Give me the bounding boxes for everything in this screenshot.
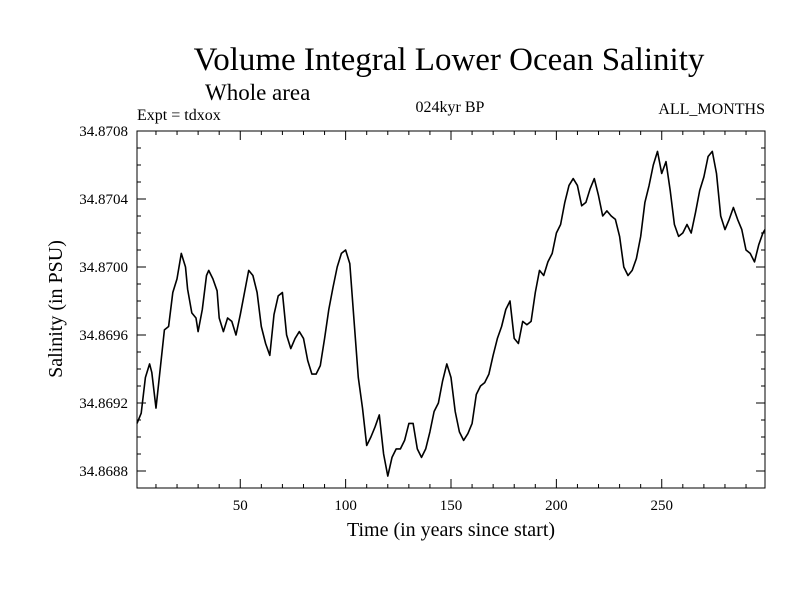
y-tick-label: 34.8688 — [79, 464, 128, 480]
y-tick-label: 34.8704 — [79, 192, 128, 208]
y-tick-label: 34.8700 — [79, 260, 128, 276]
x-tick-label: 150 — [440, 498, 463, 514]
chart-title: Volume Integral Lower Ocean Salinity — [194, 42, 705, 78]
period-label: 024kyr BP — [416, 99, 485, 116]
salinity-series-line — [136, 150, 766, 477]
y-tick-label: 34.8708 — [79, 124, 128, 140]
y-tick-label: 34.8696 — [79, 328, 128, 344]
x-tick-label: 100 — [334, 498, 357, 514]
y-tick-labels: 34.8688 34.8692 34.8696 34.8700 34.8704 34.87… — [79, 124, 128, 480]
x-axis-label: Time (in years since start) — [347, 519, 555, 541]
x-tick-label: 50 — [233, 498, 248, 514]
x-tick-label: 200 — [545, 498, 568, 514]
chart-subtitle: Whole area — [205, 80, 310, 105]
y-axis-label: Salinity (in PSU) — [45, 240, 67, 378]
plot-frame — [136, 130, 766, 489]
experiment-label: Expt = tdxox — [137, 107, 221, 124]
axis-ticks — [137, 130, 765, 489]
months-label: ALL_MONTHS — [658, 101, 765, 118]
x-tick-label: 250 — [650, 498, 673, 514]
y-tick-label: 34.8692 — [79, 396, 128, 412]
x-tick-labels: 50 100 150 200 250 — [233, 498, 673, 514]
